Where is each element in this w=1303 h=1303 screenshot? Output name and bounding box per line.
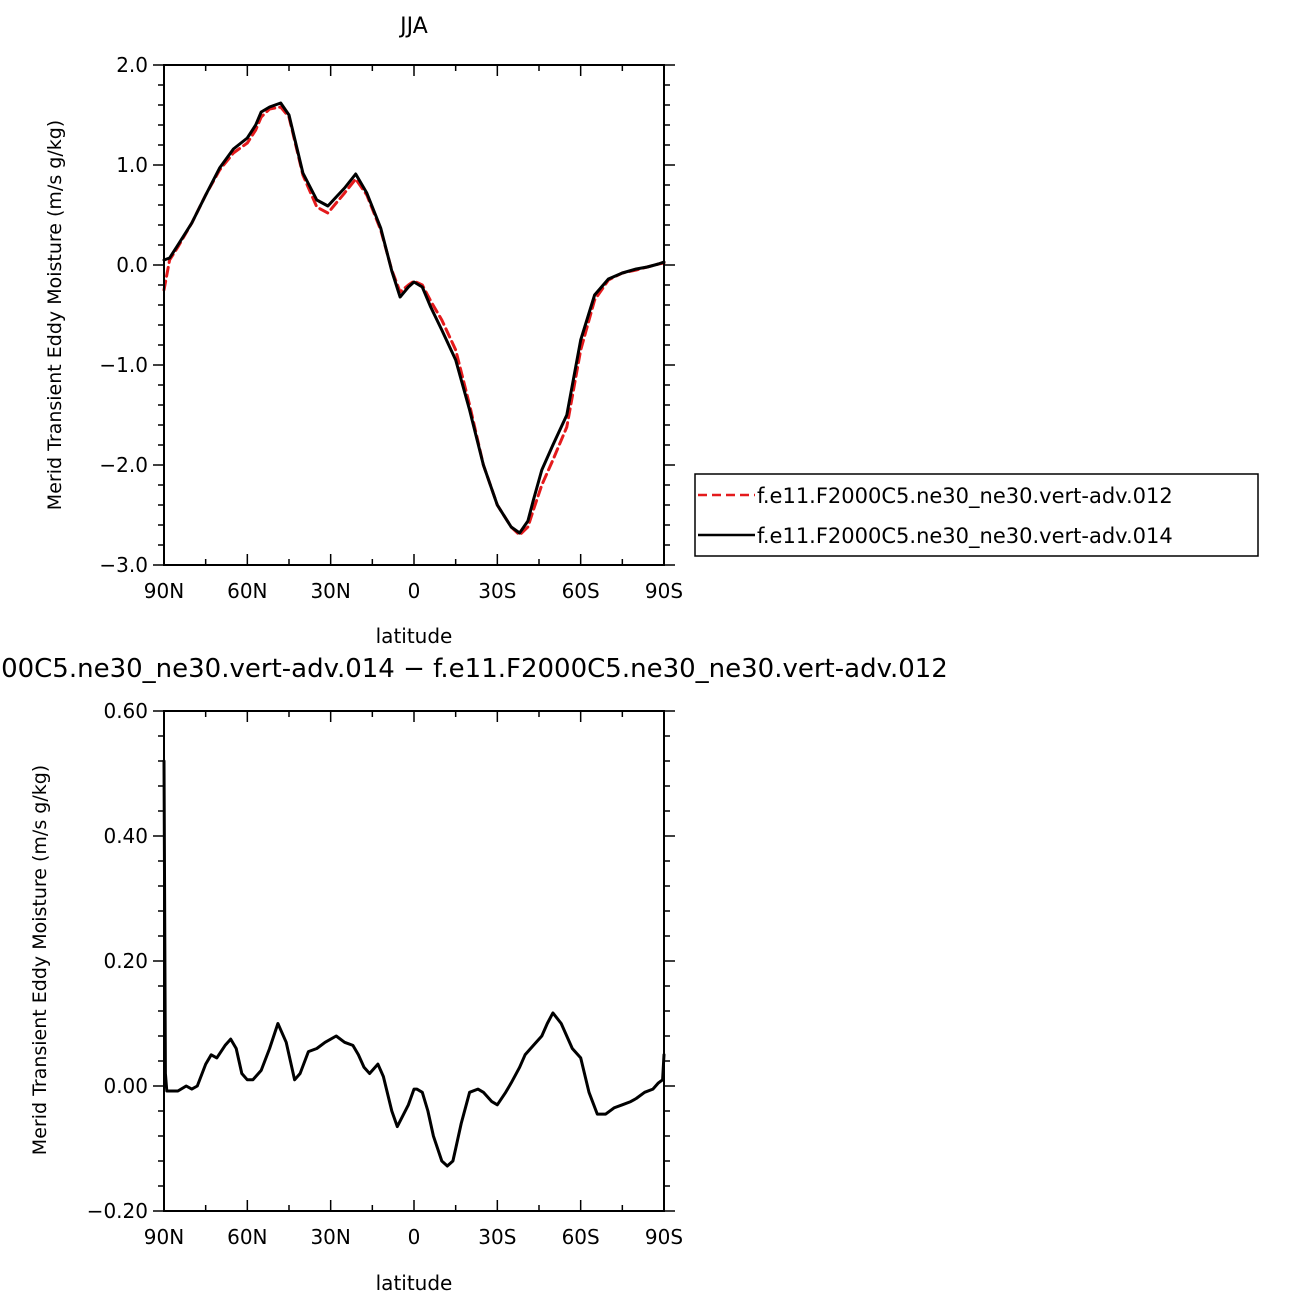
bottom-panel-ylabel: Merid Transient Eddy Moisture (m/s g/kg)	[29, 765, 51, 1155]
top-panel-x-tick-label: 0	[408, 579, 421, 603]
bottom-panel-y-tick-label: 0.40	[103, 824, 148, 848]
top-panel-x-tick-label: 90S	[645, 579, 683, 603]
bottom-panel-x-tick-label: 30N	[310, 1225, 350, 1249]
top-panel-xlabel: latitude	[376, 624, 453, 648]
top-panel-series-line-2	[162, 101, 666, 535]
bottom-panel-frame	[163, 710, 665, 1212]
bottom-panel-series	[162, 759, 666, 1168]
bottom-panel-x-tick-label: 90S	[645, 1225, 683, 1249]
top-panel-y-tick-label: 0.0	[116, 253, 148, 277]
top-panel-x-tick-label: 60N	[227, 579, 267, 603]
top-panel-ylabel: Merid Transient Eddy Moisture (m/s g/kg)	[44, 120, 66, 510]
top-panel-x-tick-label: 60S	[562, 579, 600, 603]
top-panel-y-tick-label: −2.0	[99, 453, 148, 477]
top-panel-x-tick-label: 90N	[144, 579, 184, 603]
bottom-panel-y-tick-label: 0.60	[103, 699, 148, 723]
top-panel-x-tick-label: 30N	[310, 579, 350, 603]
top-panel-y-tick-label: −1.0	[99, 353, 148, 377]
bottom-panel-title: f.e11.F2000C5.ne30_ne30.vert-adv.014 − f…	[0, 654, 948, 684]
bottom-panel-ticks: 90N 60N 30N 0 30S 60S 90S −0.20 0.00 0.20 0.40 0.60	[87, 699, 683, 1249]
bottom-panel-x-tick-label: 60S	[562, 1225, 600, 1249]
top-panel-y-tick-label: 2.0	[116, 53, 148, 77]
top-panel-ticks: 90N 60N 30N 0 30S 60S 90S −3.0 −2.0 −1.0 0.0 1.0 2.0	[99, 53, 683, 603]
top-panel-y-tick-label: 1.0	[116, 153, 148, 177]
top-panel-series	[162, 101, 666, 537]
bottom-panel: f.e11.F2000C5.ne30_ne30.vert-adv.014 − f…	[0, 654, 948, 1295]
legend-entry-series-1: f.e11.F2000C5.ne30_ne30.vert-adv.012	[757, 484, 1173, 509]
top-panel: JJA Merid Transient Eddy Moisture (m/s g…	[44, 14, 683, 648]
legend: f.e11.F2000C5.ne30_ne30.vert-adv.012 f.e…	[694, 473, 1259, 557]
bottom-panel-x-tick-label: 90N	[144, 1225, 184, 1249]
bottom-panel-series-line-1	[162, 759, 666, 1168]
bottom-panel-x-tick-label: 60N	[227, 1225, 267, 1249]
bottom-panel-y-tick-label: −0.20	[87, 1199, 148, 1223]
top-panel-y-tick-label: −3.0	[99, 553, 148, 577]
bottom-panel-y-tick-label: 0.20	[103, 949, 148, 973]
top-panel-series-line-1	[162, 105, 666, 537]
legend-entry-series-2: f.e11.F2000C5.ne30_ne30.vert-adv.014	[757, 524, 1173, 549]
top-panel-title: JJA	[398, 14, 428, 39]
bottom-panel-xlabel: latitude	[376, 1271, 453, 1295]
top-panel-frame	[163, 64, 665, 566]
legend-box	[694, 473, 1259, 557]
bottom-panel-x-tick-label: 0	[408, 1225, 421, 1249]
bottom-panel-y-tick-label: 0.00	[103, 1074, 148, 1098]
bottom-panel-x-tick-label: 30S	[478, 1225, 516, 1249]
top-panel-x-tick-label: 30S	[478, 579, 516, 603]
